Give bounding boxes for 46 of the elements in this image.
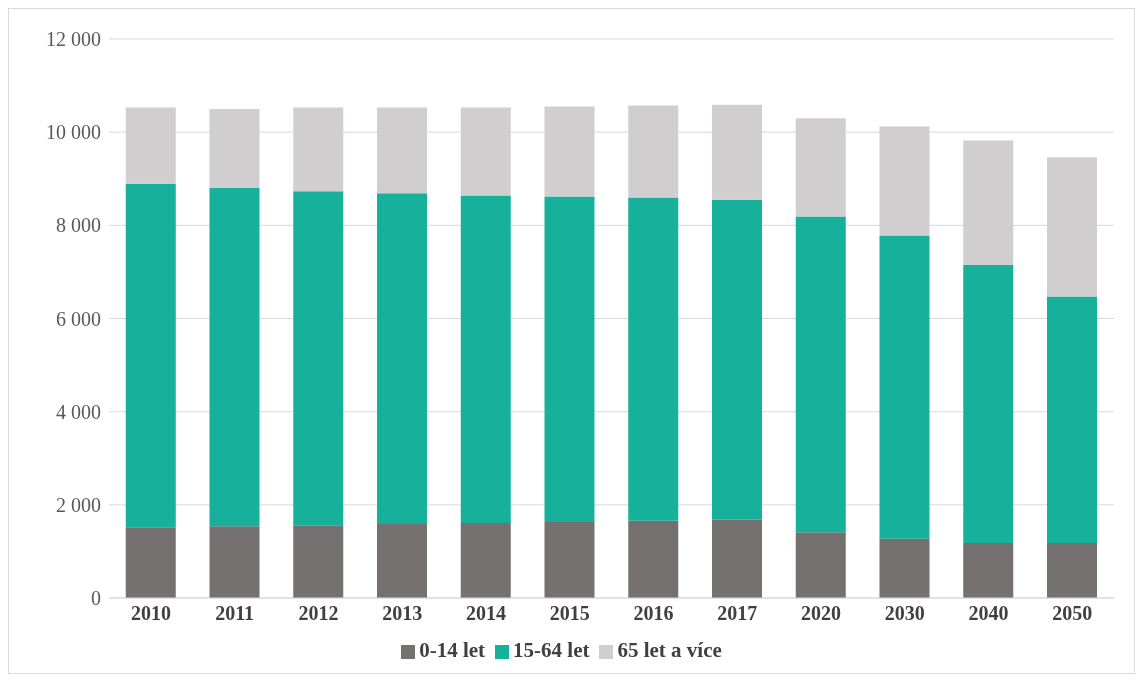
y-tick-label: 4 000 xyxy=(56,400,101,423)
legend-label: 15-64 let xyxy=(513,638,590,662)
bar xyxy=(293,525,344,598)
bar xyxy=(460,523,511,598)
legend-label: 65 let a více xyxy=(617,638,722,662)
bar xyxy=(712,519,762,598)
bar xyxy=(963,264,1014,544)
bar xyxy=(628,197,679,521)
legend-label: 0-14 let xyxy=(419,638,486,662)
x-tick-label: 2015 xyxy=(549,602,590,625)
x-tick-label: 2013 xyxy=(382,602,423,625)
x-tick-label: 2014 xyxy=(465,602,506,625)
x-tick-label: 2017 xyxy=(717,602,758,625)
y-tick-label: 6 000 xyxy=(56,307,101,330)
bar xyxy=(795,532,846,598)
y-tick-label: 8 000 xyxy=(56,214,101,237)
y-tick-label: 12 000 xyxy=(46,28,101,51)
x-tick-label: 2030 xyxy=(884,602,925,625)
bar xyxy=(628,520,679,598)
bar xyxy=(963,543,1014,598)
x-tick-label: 2016 xyxy=(633,602,674,625)
x-tick-label: 2010 xyxy=(130,602,171,625)
bar xyxy=(209,526,260,598)
bar xyxy=(544,522,595,598)
bar xyxy=(1047,543,1097,598)
y-tick-label: 10 000 xyxy=(46,121,101,144)
bar xyxy=(460,195,511,523)
x-tick-label: 2040 xyxy=(968,602,1009,625)
bar xyxy=(879,235,930,539)
x-tick-label: 2012 xyxy=(298,602,339,625)
y-tick-label: 2 000 xyxy=(56,493,101,516)
bar xyxy=(795,216,846,533)
bar xyxy=(544,196,595,523)
x-tick-label: 2050 xyxy=(1052,602,1093,625)
bar xyxy=(712,199,762,520)
bar xyxy=(293,191,344,526)
bar xyxy=(377,523,427,598)
bar xyxy=(209,188,260,527)
x-tick-label: 2011 xyxy=(215,602,255,625)
bar xyxy=(377,193,427,524)
bar xyxy=(1047,296,1097,544)
bar xyxy=(125,183,176,528)
x-tick-label: 2020 xyxy=(800,602,841,625)
bar xyxy=(879,538,930,598)
y-tick-label: 0 xyxy=(91,587,101,610)
bar xyxy=(125,527,176,598)
